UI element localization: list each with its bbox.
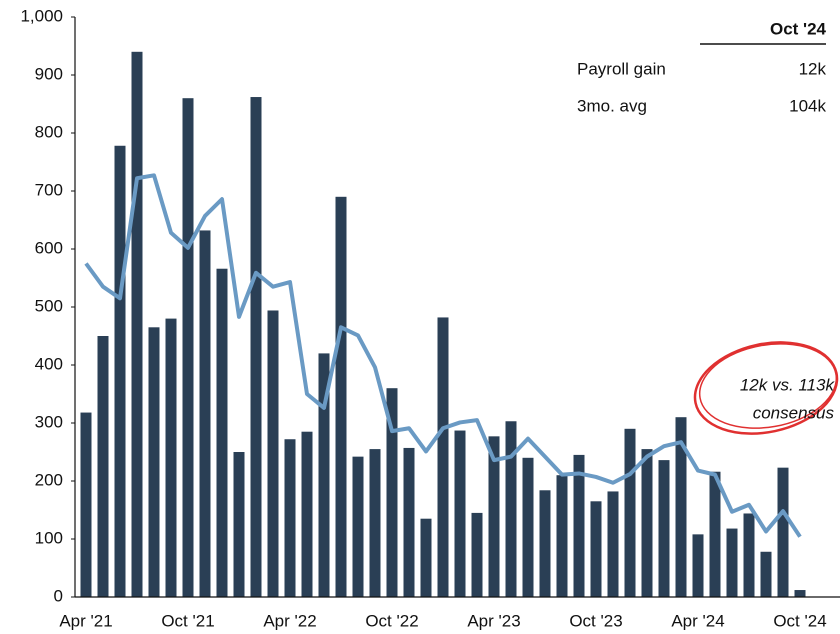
bar bbox=[284, 439, 296, 597]
line bbox=[84, 173, 802, 538]
x-tick-label: Apr '22 bbox=[263, 611, 316, 630]
bar bbox=[539, 490, 551, 597]
y-tick-label: 400 bbox=[35, 354, 63, 373]
y-tick-label: 500 bbox=[35, 296, 63, 315]
bar bbox=[369, 449, 381, 597]
bar bbox=[692, 534, 704, 597]
bar bbox=[624, 428, 636, 597]
bar bbox=[233, 452, 245, 597]
y-tick-label: 1,000 bbox=[20, 6, 63, 25]
x-tick-label: Oct '21 bbox=[161, 611, 214, 630]
bar bbox=[420, 518, 432, 597]
bar bbox=[386, 388, 398, 597]
x-tick-label: Oct '23 bbox=[569, 611, 622, 630]
bar bbox=[114, 145, 126, 597]
annotation: 12k vs. 113k bbox=[740, 375, 836, 394]
bar bbox=[80, 412, 92, 597]
bar bbox=[590, 501, 602, 597]
bar bbox=[658, 460, 670, 597]
legend-label: Payroll gain bbox=[577, 59, 666, 78]
annotation: consensus bbox=[753, 403, 835, 422]
bar bbox=[165, 318, 177, 597]
legend-value: 104k bbox=[789, 96, 826, 115]
bar bbox=[777, 467, 789, 597]
bar bbox=[743, 513, 755, 597]
bar bbox=[250, 97, 262, 597]
bar bbox=[403, 447, 415, 597]
legend-label: 3mo. avg bbox=[577, 96, 647, 115]
bar bbox=[760, 551, 772, 597]
x-tick-label: Apr '24 bbox=[671, 611, 724, 630]
legend-value: 12k bbox=[799, 59, 827, 78]
bar bbox=[437, 317, 449, 597]
bar bbox=[556, 475, 568, 597]
y-tick-label: 200 bbox=[35, 470, 63, 489]
bar bbox=[471, 512, 483, 597]
bar bbox=[505, 421, 517, 597]
y-tick-label: 800 bbox=[35, 122, 63, 141]
bar bbox=[352, 456, 364, 597]
bar bbox=[199, 230, 211, 597]
y-tick-label: 300 bbox=[35, 412, 63, 431]
bar bbox=[182, 98, 194, 597]
bar bbox=[488, 436, 500, 597]
bar bbox=[641, 449, 653, 597]
annotation-circle bbox=[698, 343, 838, 429]
bar bbox=[267, 310, 279, 597]
bar bbox=[573, 454, 585, 597]
y-tick-label: 0 bbox=[54, 586, 63, 605]
bar bbox=[522, 457, 534, 597]
x-tick-label: Oct '24 bbox=[773, 611, 826, 630]
bar bbox=[454, 430, 466, 597]
y-tick-label: 600 bbox=[35, 238, 63, 257]
y-tick-label: 100 bbox=[35, 528, 63, 547]
x-tick-label: Apr '21 bbox=[59, 611, 112, 630]
bar bbox=[709, 471, 721, 597]
y-tick-label: 700 bbox=[35, 180, 63, 199]
bar bbox=[131, 51, 143, 598]
bar bbox=[318, 353, 330, 597]
bar bbox=[726, 528, 738, 597]
bar bbox=[794, 590, 806, 597]
bar bbox=[607, 491, 619, 597]
bar bbox=[97, 336, 109, 597]
x-tick-label: Oct '22 bbox=[365, 611, 418, 630]
bar bbox=[301, 431, 313, 597]
legend-header: Oct '24 bbox=[770, 19, 827, 38]
bar bbox=[216, 268, 228, 597]
bar bbox=[675, 417, 687, 597]
x-tick-label: Apr '23 bbox=[467, 611, 520, 630]
bar bbox=[148, 327, 160, 597]
bar bbox=[335, 196, 347, 598]
y-tick-label: 900 bbox=[35, 64, 63, 83]
